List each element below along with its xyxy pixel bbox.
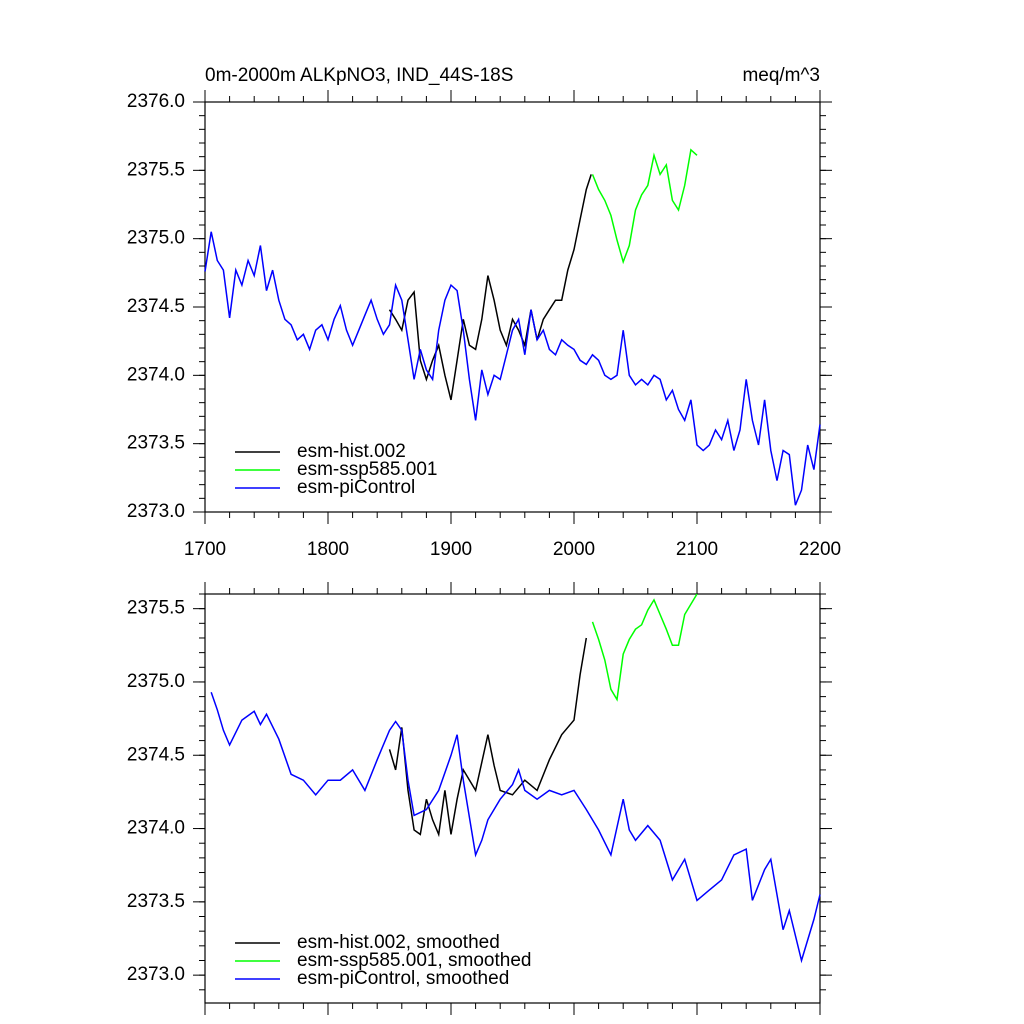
y-tick-label: 2373.0 [127, 501, 185, 522]
x-tick-label: 1700 [184, 539, 226, 560]
legend-label: esm-piControl [297, 477, 415, 498]
units-label: meq/m^3 [742, 65, 820, 86]
y-tick-label: 2376.0 [127, 91, 185, 112]
y-tick-label: 2373.5 [127, 433, 185, 454]
x-tick-label: 2200 [799, 539, 841, 560]
legend-label: esm-piControl, smoothed [297, 968, 509, 989]
y-tick-label: 2375.0 [127, 671, 185, 692]
y-tick-label: 2375.5 [127, 159, 185, 180]
plot-frame [204, 593, 821, 1004]
data-line [591, 148, 698, 265]
data-line [210, 691, 821, 964]
x-tick-label: 2100 [676, 539, 718, 560]
y-tick-label: 2374.0 [127, 818, 185, 839]
legend-label: esm-hist.002 [297, 441, 406, 462]
x-tick-label: 1800 [307, 539, 349, 560]
data-line [388, 174, 592, 401]
y-tick-label: 2375.5 [127, 598, 185, 619]
y-tick-label: 2373.5 [127, 891, 185, 912]
data-line [204, 231, 821, 506]
y-tick-label: 2374.0 [127, 364, 185, 385]
legend-label: esm-ssp585.001, smoothed [297, 950, 531, 971]
y-tick-label: 2374.5 [127, 744, 185, 765]
data-line [591, 593, 698, 702]
legend-label: esm-hist.002, smoothed [297, 932, 500, 953]
legend-label: esm-ssp585.001 [297, 459, 437, 480]
x-tick-label: 1900 [430, 539, 472, 560]
chart-title: 0m-2000m ALKpNO3, IND_44S-18S [205, 65, 513, 86]
y-tick-label: 2375.0 [127, 228, 185, 249]
y-tick-label: 2374.5 [127, 296, 185, 317]
x-tick-label: 2000 [553, 539, 595, 560]
y-tick-label: 2373.0 [127, 964, 185, 985]
data-line [388, 637, 588, 838]
